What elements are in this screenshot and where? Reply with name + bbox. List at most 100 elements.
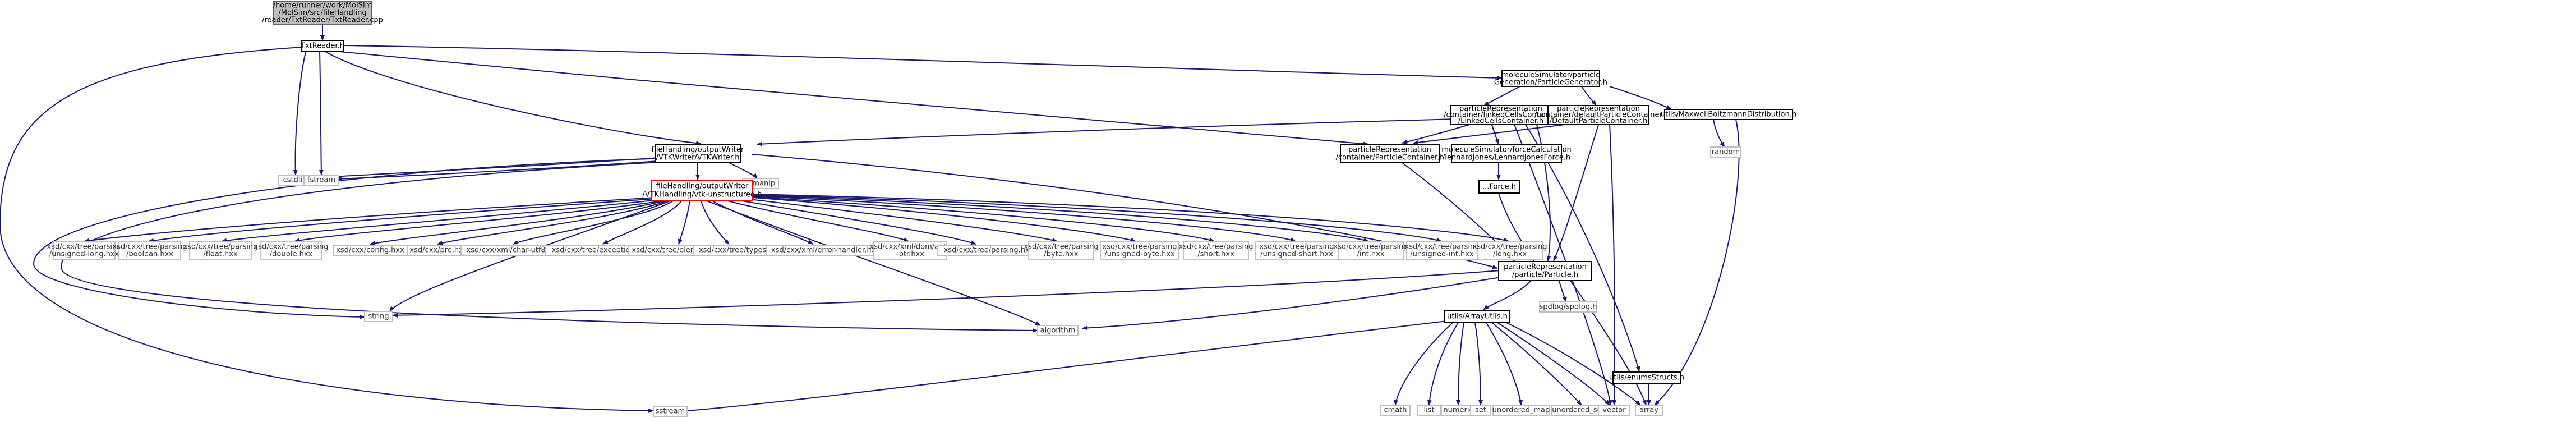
- node-xsd-2[interactable]: xsd/cxx/tree/parsing /float.hxx: [183, 241, 258, 260]
- dependency-edges: [0, 25, 1740, 414]
- node-xsd-12[interactable]: xsd/cxx/tree/parsing.hxx: [937, 245, 1040, 256]
- node-label: spdlog/spdlog.h: [1540, 303, 1597, 311]
- node-default-particle-container-h[interactable]: particleRepresentation /container/defaul…: [1534, 105, 1662, 126]
- node-label: /MolSim/src/fileHandling: [278, 9, 366, 17]
- node-label: list: [1423, 406, 1434, 415]
- node-xsd-1[interactable]: xsd/cxx/tree/parsing /boolean.hxx: [113, 241, 187, 260]
- node-label: xsd/cxx/tree/parsing.hxx: [944, 246, 1034, 255]
- node-label: /container/ParticleContainer.h: [1335, 154, 1444, 162]
- node-label: /particle/Particle.h: [1512, 271, 1578, 279]
- node-label: /double.hxx: [270, 250, 313, 259]
- node-label: /container/linkedCellsContainer: [1444, 111, 1558, 120]
- node-label: /reader/TxtReader/TxtReader.cpp: [262, 16, 383, 25]
- node-label: fileHandling/outputWriter: [652, 146, 744, 154]
- node-linked-cells-container-h[interactable]: particleRepresentation /container/linked…: [1444, 105, 1558, 126]
- node-xsd-16[interactable]: xsd/cxx/tree/parsing /unsigned-short.hxx: [1255, 241, 1339, 260]
- node-label: /long.hxx: [1493, 250, 1527, 259]
- node-label: fstream: [307, 176, 335, 185]
- node-label: random: [1712, 148, 1740, 157]
- node-maxwell-boltzmann-h[interactable]: utils/MaxwellBoltzmannDistribution.h: [1661, 109, 1796, 120]
- node-label: /VTKHandling/vtk-unstructured.h: [642, 191, 762, 199]
- node-array-utils-h[interactable]: utils/ArrayUtils.h: [1444, 310, 1510, 323]
- node-numeric[interactable]: numeric: [1441, 405, 1476, 416]
- node-label: xsd/cxx/tree/types.hxx: [699, 246, 782, 255]
- node-label: xsd/cxx/tree/parsing: [1103, 243, 1177, 251]
- node-label: xsd/cxx/tree/parsing: [254, 243, 329, 251]
- node-label: xsd/cxx/tree/parsing: [183, 243, 258, 251]
- node-xsd-3[interactable]: xsd/cxx/tree/parsing /double.hxx: [254, 241, 329, 260]
- node-xsd-9[interactable]: xsd/cxx/tree/types.hxx: [693, 245, 788, 256]
- node-label: xsd/cxx/xml/dom/auto: [870, 243, 951, 251]
- node-label: -ptr.hxx: [896, 250, 924, 259]
- node-label: unordered_set: [1552, 406, 1604, 415]
- node-label: xsd/cxx/tree/parsing: [1024, 243, 1099, 251]
- node-unordered-map[interactable]: unordered_map: [1492, 405, 1550, 416]
- node-random[interactable]: random: [1710, 146, 1741, 158]
- node-xsd-4[interactable]: xsd/cxx/config.hxx: [333, 245, 408, 256]
- node-label: xsd/cxx/xml/error-handler.hxx: [771, 246, 880, 255]
- node-xsd-14[interactable]: xsd/cxx/tree/parsing /unsigned-byte.hxx: [1100, 241, 1179, 260]
- node-label: /unsigned-int.hxx: [1410, 250, 1474, 259]
- node-particle-h[interactable]: particleRepresentation /particle/Particl…: [1498, 261, 1592, 281]
- node-string[interactable]: string: [364, 311, 393, 322]
- node-xsd-18[interactable]: xsd/cxx/tree/parsing /unsigned-int.hxx: [1405, 241, 1480, 260]
- node-lennard-jones-force-h[interactable]: moleculeSimulator/forceCalculation /lenn…: [1441, 144, 1572, 163]
- node-xsd-19[interactable]: xsd/cxx/tree/parsing /long.hxx: [1473, 241, 1547, 260]
- node-xsd-10[interactable]: xsd/cxx/xml/error-handler.hxx: [766, 245, 886, 256]
- node-label: fileHandling/outputWriter: [656, 182, 749, 191]
- node-label: xsd/cxx/tree/parsing: [47, 243, 122, 251]
- node-label: string: [368, 313, 389, 321]
- node-xsd-6[interactable]: xsd/cxx/xml/char-utf8.hxx: [460, 245, 567, 256]
- node-cmath[interactable]: cmath: [1380, 405, 1411, 416]
- node-label: xsd/cxx/xml/char-utf8.hxx: [467, 246, 561, 255]
- node-label: xsd/cxx/tree/parsing: [1473, 243, 1547, 251]
- node-label: particleRepresentation: [1459, 105, 1542, 113]
- node-label: utils/MaxwellBoltzmannDistribution.h: [1661, 111, 1796, 119]
- node-label: xsd/cxx/tree/parsing: [113, 243, 187, 251]
- node-xsd-5[interactable]: xsd/cxx/pre.hxx: [407, 245, 471, 256]
- node-label: cstdlib: [283, 176, 307, 185]
- node-list[interactable]: list: [1417, 405, 1441, 416]
- node-label: utils/ArrayUtils.h: [1447, 313, 1508, 321]
- node-txtreader-h[interactable]: TxtReader.h: [300, 40, 344, 52]
- node-xsd-11[interactable]: xsd/cxx/xml/dom/auto -ptr.hxx: [870, 241, 951, 260]
- node-label: Generation/ParticleGenerator.h: [1494, 79, 1607, 87]
- node-label: /unsigned-byte.hxx: [1104, 250, 1175, 259]
- node-label: xsd/cxx/tree/parsing: [1179, 243, 1254, 251]
- node-label: unordered_map: [1492, 406, 1550, 415]
- node-xsd-17[interactable]: xsd/cxx/tree/parsing /int.hxx: [1334, 241, 1408, 260]
- node-root-file[interactable]: /home/runner/work/MolSim /MolSim/src/fil…: [262, 1, 383, 25]
- node-label: /lennardJones/LennardJonesForce.h: [1443, 154, 1570, 162]
- node-particle-generator-h[interactable]: moleculeSimulator/particle Generation/Pa…: [1494, 70, 1607, 87]
- node-label: /byte.hxx: [1044, 250, 1078, 259]
- node-enums-structs-h[interactable]: utils/enumsStructs.h: [1609, 371, 1684, 384]
- node-xsd-13[interactable]: xsd/cxx/tree/parsing /byte.hxx: [1024, 241, 1099, 260]
- node-vtk-unstructured-h[interactable]: fileHandling/outputWriter /VTKHandling/v…: [642, 180, 762, 201]
- node-algorithm[interactable]: algorithm: [1037, 325, 1079, 336]
- node-array[interactable]: array: [1635, 405, 1663, 416]
- node-sstream[interactable]: sstream: [653, 406, 688, 417]
- node-label: TxtReader.h: [300, 42, 344, 51]
- node-vector[interactable]: vector: [1598, 405, 1630, 416]
- node-xsd-0[interactable]: xsd/cxx/tree/parsing /unsigned-long.hxx: [47, 241, 122, 260]
- node-label: xsd/cxx/pre.hxx: [409, 246, 467, 255]
- node-label: /unsigned-long.hxx: [49, 250, 119, 259]
- node-label: xsd/cxx/tree/parsing: [1405, 243, 1480, 251]
- node-label: xsd/cxx/config.hxx: [336, 246, 404, 255]
- node-label: /boolean.hxx: [126, 250, 173, 259]
- node-spdlog-h[interactable]: spdlog/spdlog.h: [1539, 301, 1597, 313]
- node-label: cmath: [1384, 406, 1407, 415]
- node-particle-container-h[interactable]: particleRepresentation /container/Partic…: [1335, 144, 1444, 163]
- node-label: particleRepresentation: [1348, 146, 1431, 154]
- node-label: /unsigned-short.hxx: [1260, 250, 1333, 259]
- node-set[interactable]: set: [1470, 405, 1491, 416]
- node-vtkwriter-h[interactable]: fileHandling/outputWriter /VTKWriter/VTK…: [652, 144, 744, 163]
- node-label: xsd/cxx/tree/parsing: [1260, 243, 1334, 251]
- node-label: /DefaultParticleContainer.h: [1550, 117, 1648, 126]
- node-iforce-h[interactable]: ...Force.h: [1478, 180, 1520, 194]
- node-fstream[interactable]: fstream: [303, 175, 339, 186]
- node-label: moleculeSimulator/forceCalculation: [1441, 146, 1572, 154]
- node-unordered-set[interactable]: unordered_set: [1551, 405, 1606, 416]
- node-label: particleRepresentation: [1504, 263, 1587, 272]
- node-xsd-15[interactable]: xsd/cxx/tree/parsing /short.hxx: [1179, 241, 1254, 260]
